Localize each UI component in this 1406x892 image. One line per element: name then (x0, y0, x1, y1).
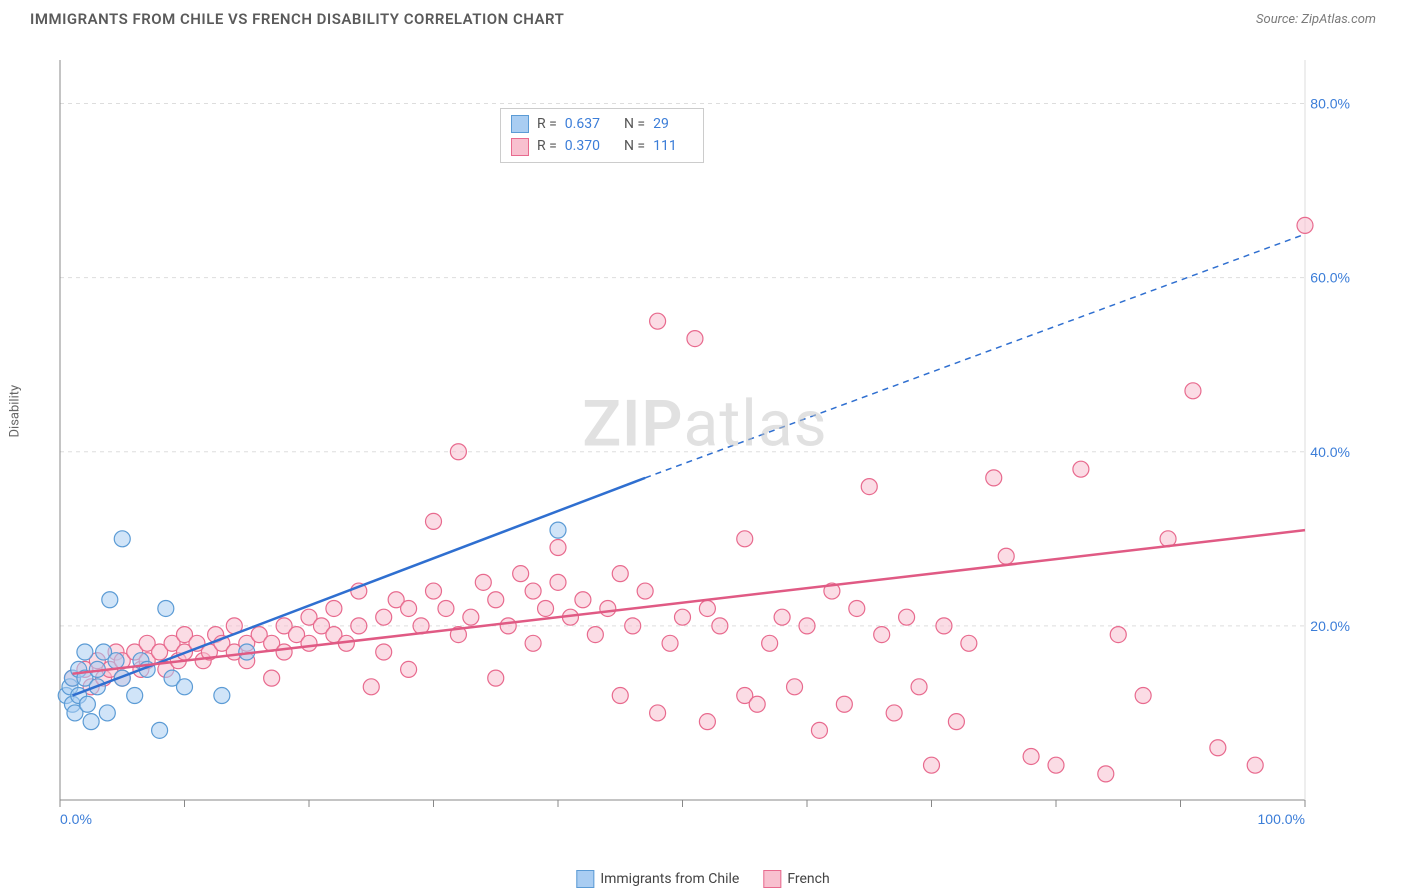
scatter-chart: 20.0% 40.0% 60.0% 80.0% 0.0% 100.0% (50, 50, 1360, 830)
r-value: 0.370 (565, 135, 600, 157)
legend-swatch (576, 870, 594, 888)
n-value: 111 (653, 135, 677, 157)
legend-item: French (763, 870, 829, 888)
n-value: 29 (653, 113, 669, 135)
n-label: N = (624, 135, 645, 157)
series-legend: Immigrants from Chile French (576, 870, 829, 888)
legend-row: R = 0.370 N = 111 (511, 135, 693, 157)
r-value: 0.637 (565, 113, 600, 135)
svg-text:80.0%: 80.0% (1310, 96, 1350, 112)
legend-row: R = 0.637 N = 29 (511, 113, 693, 135)
y-axis-title: Disability (8, 385, 23, 438)
svg-text:60.0%: 60.0% (1310, 270, 1350, 286)
svg-text:0.0%: 0.0% (60, 811, 92, 827)
r-label: R = (537, 135, 557, 157)
legend-swatch (763, 870, 781, 888)
svg-text:20.0%: 20.0% (1310, 618, 1350, 634)
r-label: R = (537, 113, 557, 135)
legend-label: French (787, 871, 829, 887)
legend-item: Immigrants from Chile (576, 870, 739, 888)
svg-text:40.0%: 40.0% (1310, 444, 1350, 460)
chart-title: IMMIGRANTS FROM CHILE VS FRENCH DISABILI… (30, 10, 564, 28)
source-attribution: Source: ZipAtlas.com (1256, 12, 1376, 27)
svg-text:100.0%: 100.0% (1258, 811, 1305, 827)
legend-label: Immigrants from Chile (600, 871, 739, 887)
legend-swatch (511, 138, 529, 156)
legend-swatch (511, 115, 529, 133)
correlation-legend: R = 0.637 N = 29 R = 0.370 N = 111 (500, 108, 704, 163)
n-label: N = (624, 113, 645, 135)
chart-container: 20.0%40.0%60.0%80.0%0.0%100.0% ZIPatlas … (50, 50, 1360, 830)
